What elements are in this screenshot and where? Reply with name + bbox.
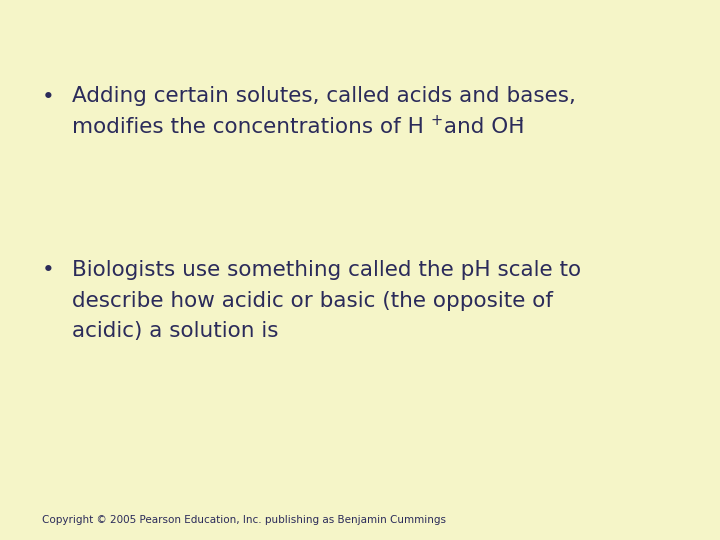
Text: •: • xyxy=(42,86,55,106)
Text: Biologists use something called the pH scale to: Biologists use something called the pH s… xyxy=(72,260,581,280)
Text: describe how acidic or basic (the opposite of: describe how acidic or basic (the opposi… xyxy=(72,291,553,310)
Text: and OH: and OH xyxy=(437,117,525,137)
Text: modifies the concentrations of H: modifies the concentrations of H xyxy=(72,117,424,137)
Text: +: + xyxy=(431,113,443,128)
Text: Adding certain solutes, called acids and bases,: Adding certain solutes, called acids and… xyxy=(72,86,576,106)
Text: Copyright © 2005 Pearson Education, Inc. publishing as Benjamin Cummings: Copyright © 2005 Pearson Education, Inc.… xyxy=(42,515,446,525)
Text: acidic) a solution is: acidic) a solution is xyxy=(72,321,279,341)
Text: •: • xyxy=(42,260,55,280)
Text: –: – xyxy=(516,113,523,128)
